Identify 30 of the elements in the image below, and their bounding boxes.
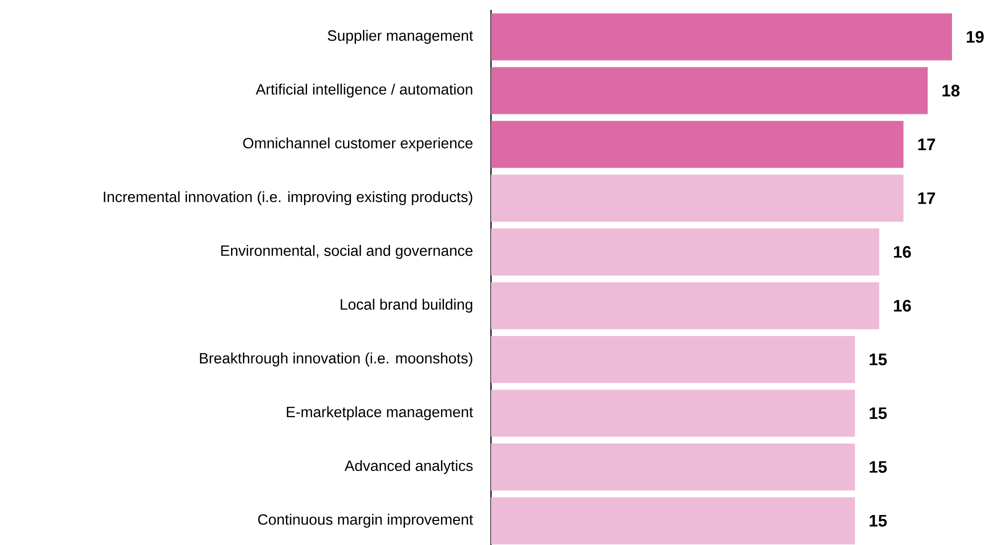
y-tick-label: Breakthrough innovation (i.e. moonshots) — [200, 352, 472, 366]
bar — [491, 120, 904, 168]
data-label: 19 — [966, 30, 984, 43]
bar — [491, 390, 855, 437]
data-label: 16 — [894, 246, 911, 258]
y-tick-label: Local brand building — [340, 298, 472, 313]
bar — [491, 282, 880, 330]
y-tick-label: Omnichannel customer experience — [243, 137, 473, 152]
data-label: 15 — [870, 514, 887, 527]
y-tick-label: Artificial intelligence / automation — [256, 84, 472, 98]
y-tick-label: Environmental, social and governance — [221, 245, 472, 259]
bar — [491, 497, 855, 544]
data-label: 17 — [918, 192, 936, 204]
data-label: 18 — [942, 84, 960, 97]
y-tick-label: Incremental innovation (i.e. improving existing products) — [104, 191, 472, 206]
data-label: 15 — [870, 354, 887, 366]
bar — [491, 174, 904, 222]
y-tick-label: E-marketplace management — [286, 406, 474, 420]
data-label: 15 — [870, 407, 887, 420]
bar — [491, 336, 855, 384]
data-label: 15 — [870, 461, 887, 473]
data-label: 16 — [894, 300, 911, 312]
data-label: 17 — [918, 138, 936, 150]
y-tick-label: Supplier management — [328, 30, 474, 44]
bar — [491, 444, 855, 491]
bar — [491, 13, 952, 60]
y-tick-label: Advanced analytics — [344, 460, 473, 474]
bar — [491, 228, 880, 276]
y-tick-label: Continuous margin improvement — [258, 514, 474, 528]
bar — [491, 67, 928, 114]
